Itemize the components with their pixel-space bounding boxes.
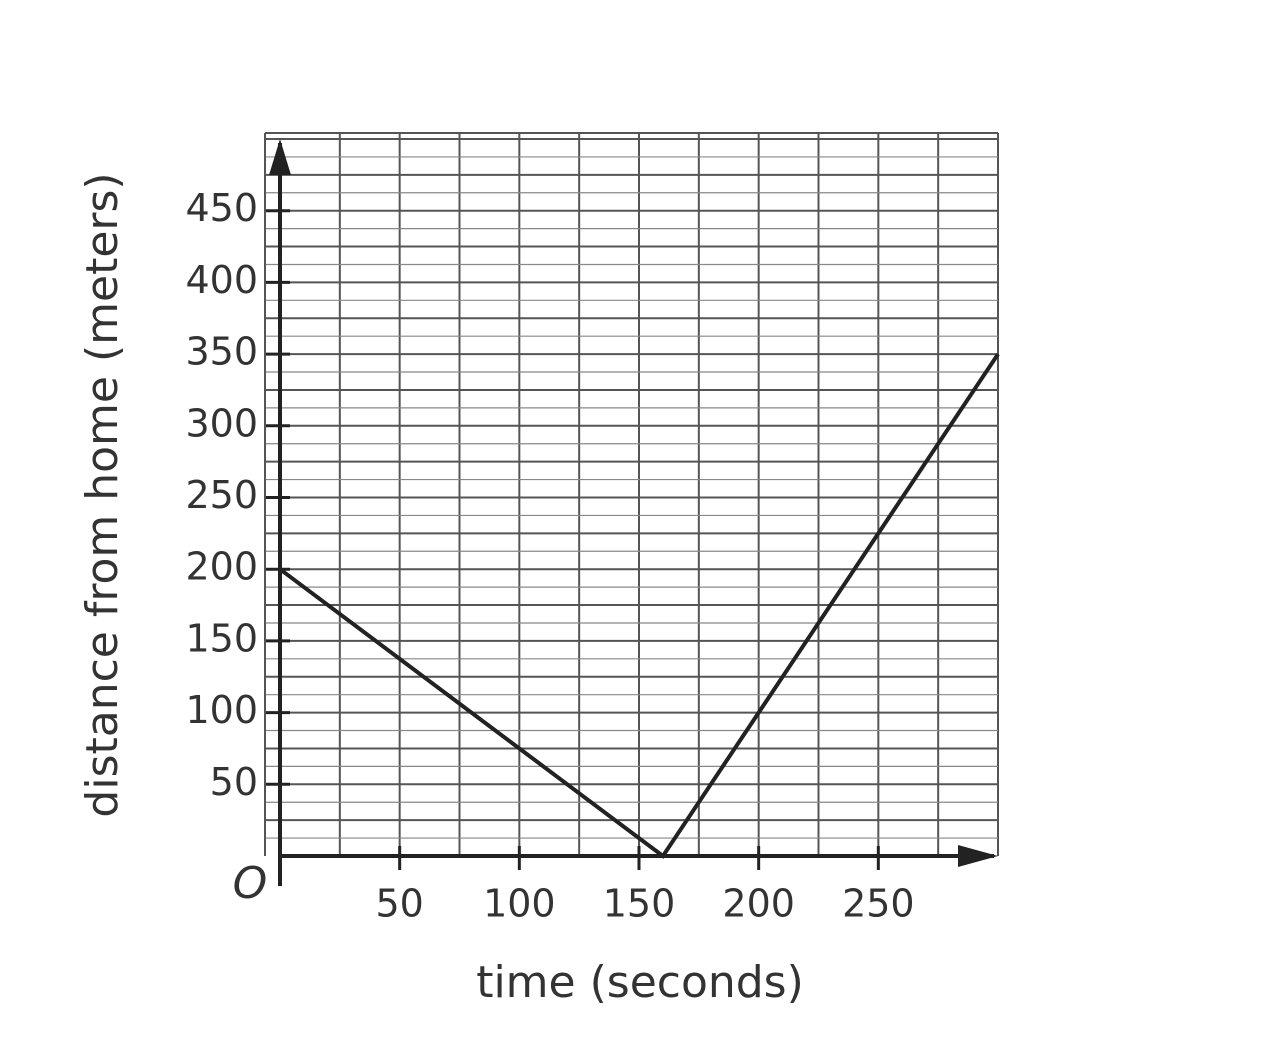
y-axis-arrow — [269, 139, 291, 175]
x-tick-label: 200 — [722, 882, 795, 926]
y-tick-label: 450 — [185, 186, 258, 230]
y-tick-label: 400 — [185, 258, 258, 302]
origin-label: O — [233, 858, 268, 909]
y-tick-label: 200 — [185, 545, 258, 589]
y-tick-label: 350 — [185, 330, 258, 374]
y-tick-label: 250 — [185, 473, 258, 517]
x-tick-label: 50 — [375, 882, 423, 926]
x-tick-label: 100 — [483, 882, 556, 926]
x-tick-label: 250 — [842, 882, 915, 926]
y-axis-label: distance from home (meters) — [77, 172, 128, 817]
y-tick-label: 50 — [210, 760, 258, 804]
x-tick-label: 150 — [603, 882, 676, 926]
data-line — [278, 352, 1000, 859]
x-axis-label: time (seconds) — [476, 957, 804, 1008]
y-tick-label: 300 — [185, 401, 258, 445]
y-tick-label: 150 — [185, 616, 258, 660]
y-tick-label: 100 — [185, 688, 258, 732]
x-axis-arrow — [958, 845, 998, 867]
